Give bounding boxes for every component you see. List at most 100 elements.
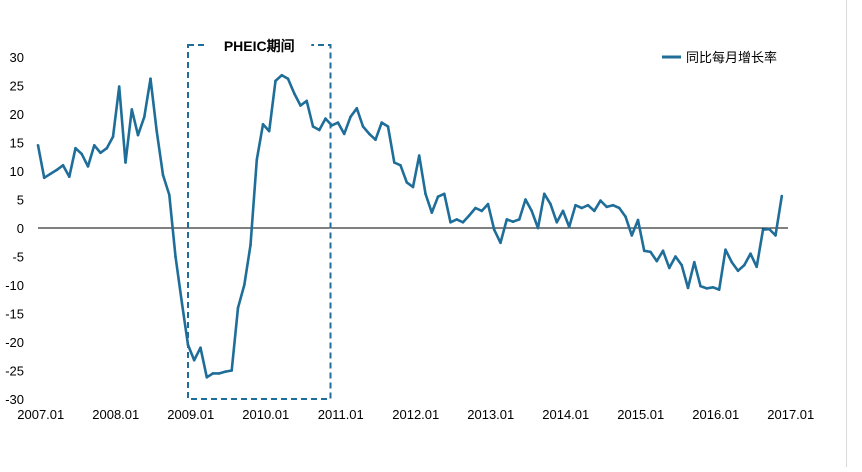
data-point <box>74 146 77 150</box>
data-point <box>755 265 758 269</box>
data-point <box>567 225 571 229</box>
pheic-period-box <box>187 44 332 400</box>
data-point <box>86 165 90 168</box>
data-point <box>586 203 590 207</box>
data-point <box>774 234 777 237</box>
data-point <box>730 260 734 264</box>
data-point <box>130 108 134 111</box>
y-tick-label: 25 <box>10 79 24 94</box>
data-point <box>599 199 602 202</box>
y-tick-label: 15 <box>10 136 24 151</box>
data-point <box>430 211 434 214</box>
data-point <box>724 248 727 251</box>
data-point <box>93 144 96 147</box>
data-point <box>380 121 384 124</box>
data-point <box>224 370 227 373</box>
data-point <box>511 220 515 223</box>
data-point <box>336 121 340 124</box>
pheic-label-background <box>207 34 312 56</box>
data-point <box>230 369 233 372</box>
data-point <box>530 209 533 213</box>
data-point <box>455 218 459 221</box>
data-point <box>330 124 334 127</box>
data-point <box>549 202 552 206</box>
data-point <box>768 227 771 231</box>
data-point <box>618 206 621 210</box>
data-point <box>411 185 415 189</box>
data-point <box>480 209 484 213</box>
series-data-points <box>36 73 784 379</box>
data-point <box>117 85 121 88</box>
data-point <box>386 125 390 128</box>
data-point <box>105 146 109 150</box>
data-point <box>299 104 302 107</box>
data-point <box>311 125 315 128</box>
data-point <box>474 206 477 210</box>
data-point <box>636 218 640 222</box>
x-tick-label: 2012.01 <box>392 407 439 422</box>
data-point <box>605 205 608 209</box>
x-tick-label: 2007.01 <box>17 407 64 422</box>
y-tick-label: -15 <box>5 307 24 322</box>
data-point <box>349 115 352 119</box>
data-point <box>192 358 196 362</box>
y-axis-ticks: 30 25 20 15 10 5 0 -5 -10 -15 -20 -25 -30 <box>5 50 24 407</box>
x-tick-label: 2013.01 <box>467 407 514 422</box>
y-tick-label: 10 <box>10 164 24 179</box>
data-point <box>99 151 102 155</box>
data-point <box>780 194 784 198</box>
data-point <box>467 214 471 217</box>
data-point <box>574 203 577 207</box>
y-tick-label: 0 <box>17 221 24 236</box>
data-point <box>524 198 527 201</box>
data-point <box>717 288 721 291</box>
data-point <box>374 138 377 141</box>
data-point <box>236 306 240 310</box>
data-point <box>630 234 634 237</box>
data-point <box>342 132 346 136</box>
data-point <box>611 203 615 207</box>
data-point <box>186 343 190 347</box>
data-point <box>699 284 702 288</box>
data-point <box>743 263 746 267</box>
data-point <box>561 209 565 213</box>
data-point <box>36 144 40 147</box>
data-point <box>267 129 271 133</box>
data-point <box>449 221 452 224</box>
data-point <box>243 283 246 287</box>
data-point <box>655 259 659 263</box>
data-point <box>174 255 177 258</box>
x-tick-label: 2008.01 <box>92 407 139 422</box>
data-point <box>218 372 221 375</box>
data-point <box>261 123 265 126</box>
x-tick-label: 2014.01 <box>542 407 589 422</box>
data-point <box>486 202 490 206</box>
data-point <box>761 228 765 231</box>
data-point <box>580 206 584 210</box>
pheic-period-label: PHEIC期间 <box>224 38 295 54</box>
data-point <box>143 115 146 119</box>
data-point <box>318 128 321 132</box>
data-point <box>417 154 421 157</box>
y-tick-label: -30 <box>5 392 24 407</box>
data-point <box>205 376 209 379</box>
data-point <box>199 346 202 350</box>
series-line-growth-rate <box>36 73 784 379</box>
frame-divider <box>846 0 847 467</box>
data-point <box>286 77 290 80</box>
data-point <box>393 161 396 164</box>
y-tick-label: 30 <box>10 50 24 65</box>
data-point <box>649 250 652 254</box>
data-point <box>361 125 365 128</box>
y-tick-label: -20 <box>5 335 24 350</box>
data-point <box>518 218 521 221</box>
data-point <box>736 269 740 273</box>
data-point <box>280 73 284 77</box>
x-axis-ticks: 2007.01 2008.01 2009.01 2010.01 2011.01 2012.… <box>17 407 814 422</box>
data-point <box>686 286 690 290</box>
data-point <box>536 226 540 230</box>
data-point <box>492 228 496 231</box>
x-tick-label: 2017.01 <box>767 407 814 422</box>
data-point <box>705 287 709 290</box>
